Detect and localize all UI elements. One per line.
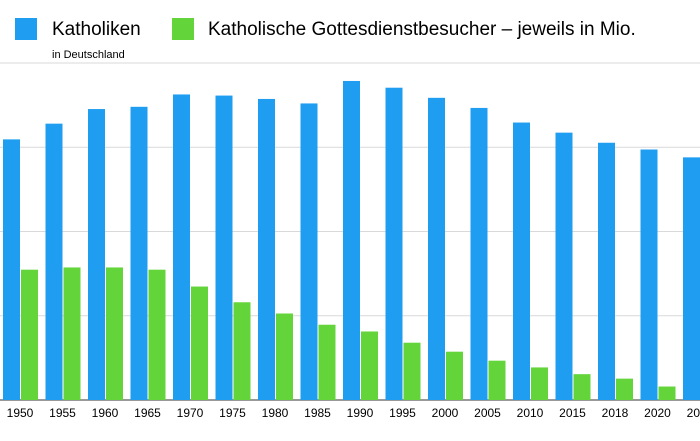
x-tick-label: 2022: [687, 406, 700, 420]
bar: [640, 149, 658, 400]
bar: [555, 132, 573, 400]
legend-label: Katholiken: [52, 19, 141, 40]
bar: [683, 157, 700, 400]
bar: [148, 269, 166, 400]
x-tick-label: 1995: [389, 406, 416, 420]
bar: [531, 367, 548, 400]
bar: [428, 97, 445, 400]
bar: [446, 351, 463, 400]
bar: [513, 122, 530, 400]
bar: [403, 342, 421, 400]
bar: [318, 324, 336, 400]
bar: [385, 87, 403, 401]
x-tick-label: 1970: [177, 406, 204, 420]
x-tick-label: 2018: [602, 406, 629, 420]
bar: [361, 331, 378, 400]
bar: [276, 313, 293, 400]
bar: [598, 142, 615, 401]
bar: [173, 94, 190, 400]
bar: [88, 109, 105, 400]
bar: [3, 139, 20, 401]
bar: [63, 267, 81, 400]
bar: [258, 98, 275, 401]
x-tick-label: 1960: [92, 406, 119, 420]
x-tick-label: 1955: [49, 406, 76, 420]
chart-subtitle: in Deutschland: [52, 49, 125, 61]
bar: [488, 360, 506, 400]
bar: [233, 302, 251, 400]
x-tick-label: 2000: [432, 406, 459, 420]
bar: [573, 374, 591, 400]
bar: [21, 269, 38, 400]
bar: [616, 378, 633, 400]
x-tick-label: 2010: [517, 406, 544, 420]
x-tick-label: 2020: [644, 406, 671, 420]
x-tick-label: 1985: [304, 406, 331, 420]
x-tick-label: 1965: [134, 406, 161, 420]
x-tick-label: 1975: [219, 406, 246, 420]
bar: [106, 267, 123, 400]
x-tick-label: 1980: [262, 406, 289, 420]
bar: [300, 103, 318, 400]
bar: [191, 286, 208, 400]
legend-label: Katholische Gottesdienstbesucher – jewei…: [208, 19, 636, 40]
bar: [343, 80, 360, 401]
bar: [658, 386, 676, 400]
bar: [45, 123, 63, 400]
bar: [130, 106, 148, 400]
bar: [215, 95, 233, 401]
legend-swatch-1: [172, 18, 194, 40]
x-tick-label: 2005: [474, 406, 501, 420]
x-tick-label: 1990: [347, 406, 374, 420]
x-tick-label: 1950: [7, 406, 34, 420]
x-tick-label: 2015: [559, 406, 586, 420]
legend-swatch-0: [15, 18, 37, 40]
bar: [470, 107, 488, 400]
